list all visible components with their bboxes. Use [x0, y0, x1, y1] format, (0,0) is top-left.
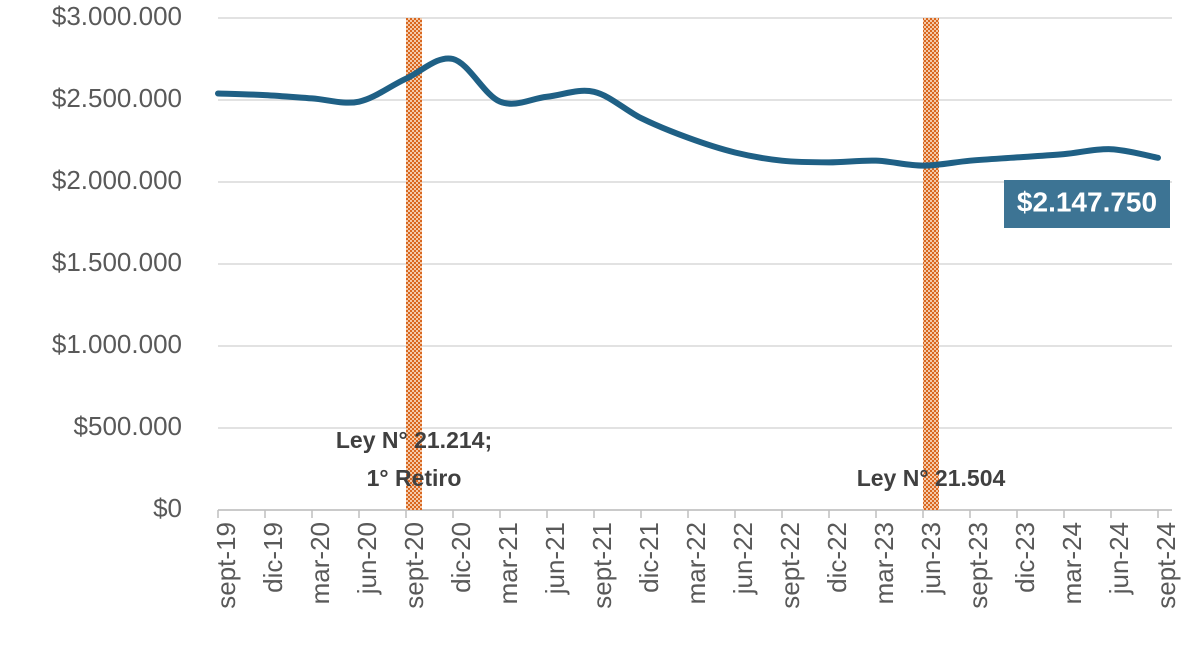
- x-tick-label: sept-20: [399, 522, 429, 609]
- x-tick-label: dic-21: [634, 522, 664, 593]
- x-tick-label: sept-19: [211, 522, 241, 609]
- event-band: [923, 18, 939, 510]
- event-band: [406, 18, 422, 510]
- y-tick-label: $3.000.000: [52, 1, 182, 31]
- x-tick-label: mar-22: [681, 522, 711, 604]
- x-tick-label: dic-23: [1010, 522, 1040, 593]
- x-tick-label: sept-21: [587, 522, 617, 609]
- x-tick-label: jun-20: [352, 522, 382, 595]
- x-tick-label: mar-21: [493, 522, 523, 604]
- y-tick-label: $1.500.000: [52, 247, 182, 277]
- data-label-box: [1004, 180, 1170, 228]
- x-tick-label: sept-24: [1151, 522, 1181, 609]
- x-tick-label: dic-22: [822, 522, 852, 593]
- x-tick-label: mar-24: [1057, 522, 1087, 604]
- y-tick-label: $1.000.000: [52, 329, 182, 359]
- x-tick-label: jun-22: [728, 522, 758, 595]
- x-tick-label: mar-23: [869, 522, 899, 604]
- data-label: $2.147.750: [1017, 186, 1157, 217]
- x-tick-label: dic-19: [258, 522, 288, 593]
- y-tick-label: $500.000: [74, 411, 182, 441]
- x-tick-label: mar-20: [305, 522, 335, 604]
- x-tick-label: jun-23: [916, 522, 946, 595]
- y-tick-label: $2.000.000: [52, 165, 182, 195]
- x-tick-label: sept-22: [775, 522, 805, 609]
- x-tick-label: jun-21: [540, 522, 570, 595]
- annotation: Ley N° 21.214;: [336, 427, 492, 453]
- x-tick-label: sept-23: [963, 522, 993, 609]
- y-tick-label: $0: [153, 493, 182, 523]
- annotation: 1° Retiro: [367, 465, 462, 491]
- x-tick-label: jun-24: [1104, 522, 1134, 595]
- y-tick-label: $2.500.000: [52, 83, 182, 113]
- x-tick-label: dic-20: [446, 522, 476, 593]
- line: [215, 55, 1161, 169]
- annotation: Ley N° 21.504: [857, 465, 1006, 491]
